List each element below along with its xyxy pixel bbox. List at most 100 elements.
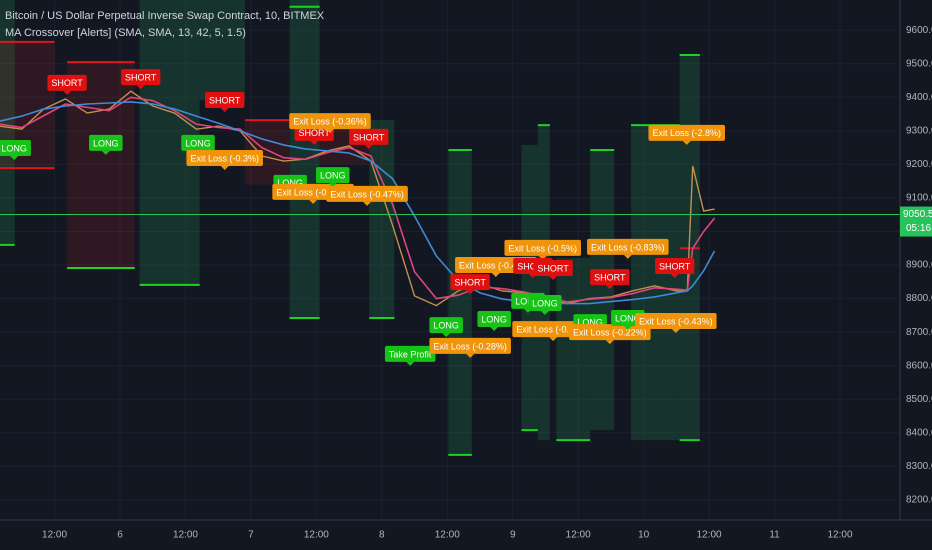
signal-pointer: [406, 361, 415, 366]
trade-zone: [67, 62, 135, 269]
signal-box: [429, 317, 463, 334]
last-price-label: 9050.5: [903, 209, 932, 220]
y-tick-label: 9600.0: [906, 25, 932, 36]
signal-box: [655, 258, 695, 275]
y-tick-label: 8500.0: [906, 394, 932, 405]
signal-pointer: [220, 107, 229, 112]
signal-label: SHORT: [125, 73, 157, 83]
signal-pointer: [363, 201, 372, 206]
signal-label: LONG: [615, 313, 641, 323]
signal: SHORT: [349, 128, 389, 149]
signal-box: [349, 128, 389, 145]
signal-pointer: [491, 273, 500, 278]
signal-box: [121, 69, 161, 86]
signal: Exit Loss (-0.5%): [504, 239, 581, 260]
signal-label: Exit Loss (-0.3%): [190, 153, 259, 163]
signal-label: LONG: [1, 143, 27, 153]
signal-pointer: [549, 276, 558, 281]
signal-box: [533, 260, 573, 277]
trade-zone: [537, 125, 550, 441]
x-tick-label: 12:00: [566, 530, 591, 541]
signal-label: SHORT: [517, 261, 549, 271]
signal: SHORT: [205, 91, 245, 112]
y-tick-label: 8300.0: [906, 461, 932, 472]
signal: SHORT: [450, 274, 490, 295]
signal-label: Exit Loss (-0.36%): [293, 116, 367, 126]
x-tick-label: 11: [769, 530, 780, 541]
signal-label: SHORT: [209, 95, 241, 105]
signal-label: Exit Loss (-2.8%): [652, 128, 721, 138]
signal-box: [181, 134, 215, 151]
trade-zone: [199, 0, 245, 100]
signal-box: [384, 345, 436, 362]
signal-pointer: [310, 140, 319, 145]
signal-pointer: [309, 199, 318, 204]
signal-pointer: [682, 140, 691, 145]
signal-label: Exit Loss (-0.5%): [508, 243, 577, 253]
x-tick-label: 8: [379, 530, 385, 541]
x-tick-label: 12:00: [173, 530, 198, 541]
signal-pointer: [220, 166, 229, 171]
x-tick-label: 12:00: [697, 530, 722, 541]
signal-label: Exit Loss (-0.41%): [459, 260, 533, 270]
signal-pointer: [540, 310, 549, 315]
y-tick-label: 9300.0: [906, 125, 932, 136]
y-tick-label: 9100.0: [906, 193, 932, 204]
signal-pointer: [466, 290, 475, 295]
signal-label: Exit Loss (-0.83%): [591, 242, 665, 252]
signal-pointer: [328, 183, 337, 188]
signal-box: [590, 269, 630, 286]
signal-box: [635, 313, 717, 330]
signal-label: LONG: [320, 170, 346, 180]
signal-box: [450, 274, 490, 291]
signal-pointer: [623, 254, 632, 259]
signal: SHORT: [121, 69, 161, 90]
x-tick-label: 7: [248, 530, 254, 541]
signal: Exit Loss (-0.43%): [635, 313, 717, 334]
signal-label: Exit Loss (-0.28%): [433, 341, 507, 351]
signal-label: SHORT: [455, 278, 487, 288]
signal-label: LONG: [577, 317, 603, 327]
signal: SHORT: [655, 258, 695, 279]
signal: LONG: [477, 311, 511, 332]
signal-label: Exit Loss (-0.47%): [330, 189, 404, 199]
signal-label: SHORT: [537, 263, 569, 273]
series-line: [0, 101, 716, 305]
signal-label: LONG: [93, 138, 119, 148]
signal: Take Profit: [384, 345, 436, 366]
signal-label: LONG: [481, 314, 507, 324]
signal-box: [587, 238, 669, 255]
y-tick-label: 8800.0: [906, 293, 932, 304]
signal: Exit Loss (-0.3%): [186, 150, 263, 171]
signal-pointer: [670, 274, 679, 279]
signal-label: Exit Loss (-0.43%): [639, 316, 713, 326]
signal-label: Exit Loss (-0.22%): [573, 328, 647, 338]
signal-label: SHORT: [299, 128, 331, 138]
x-tick-label: 10: [638, 530, 650, 541]
indicator-label: MA Crossover [Alerts] (SMA, SMA, 13, 42,…: [5, 27, 246, 39]
y-tick-label: 9400.0: [906, 92, 932, 103]
x-tick-label: 12:00: [304, 530, 329, 541]
signal-pointer: [671, 329, 680, 334]
trade-zone: [590, 149, 615, 431]
signal-box: [205, 91, 245, 108]
y-tick-label: 8400.0: [906, 427, 932, 438]
signal: LONG: [429, 317, 463, 338]
signal-label: SHORT: [659, 261, 691, 271]
countdown-label: 05:16: [906, 223, 931, 234]
last-price-tag: [900, 206, 932, 237]
trade-zone: [0, 0, 15, 245]
signal-label: Take Profit: [389, 349, 432, 359]
x-tick-label: 12:00: [827, 530, 852, 541]
trade-zone: [448, 149, 472, 455]
signal-pointer: [538, 255, 547, 260]
signal-label: Exit Loss (-0.64%): [516, 324, 590, 334]
signal: Exit Loss (-0.22%): [569, 324, 651, 345]
signal-pointer: [605, 285, 614, 290]
signal-pointer: [326, 129, 334, 134]
signal-box: [289, 113, 371, 130]
signal: LONG: [528, 294, 562, 315]
signal-box: [89, 134, 123, 151]
y-tick-label: 9500.0: [906, 58, 932, 69]
